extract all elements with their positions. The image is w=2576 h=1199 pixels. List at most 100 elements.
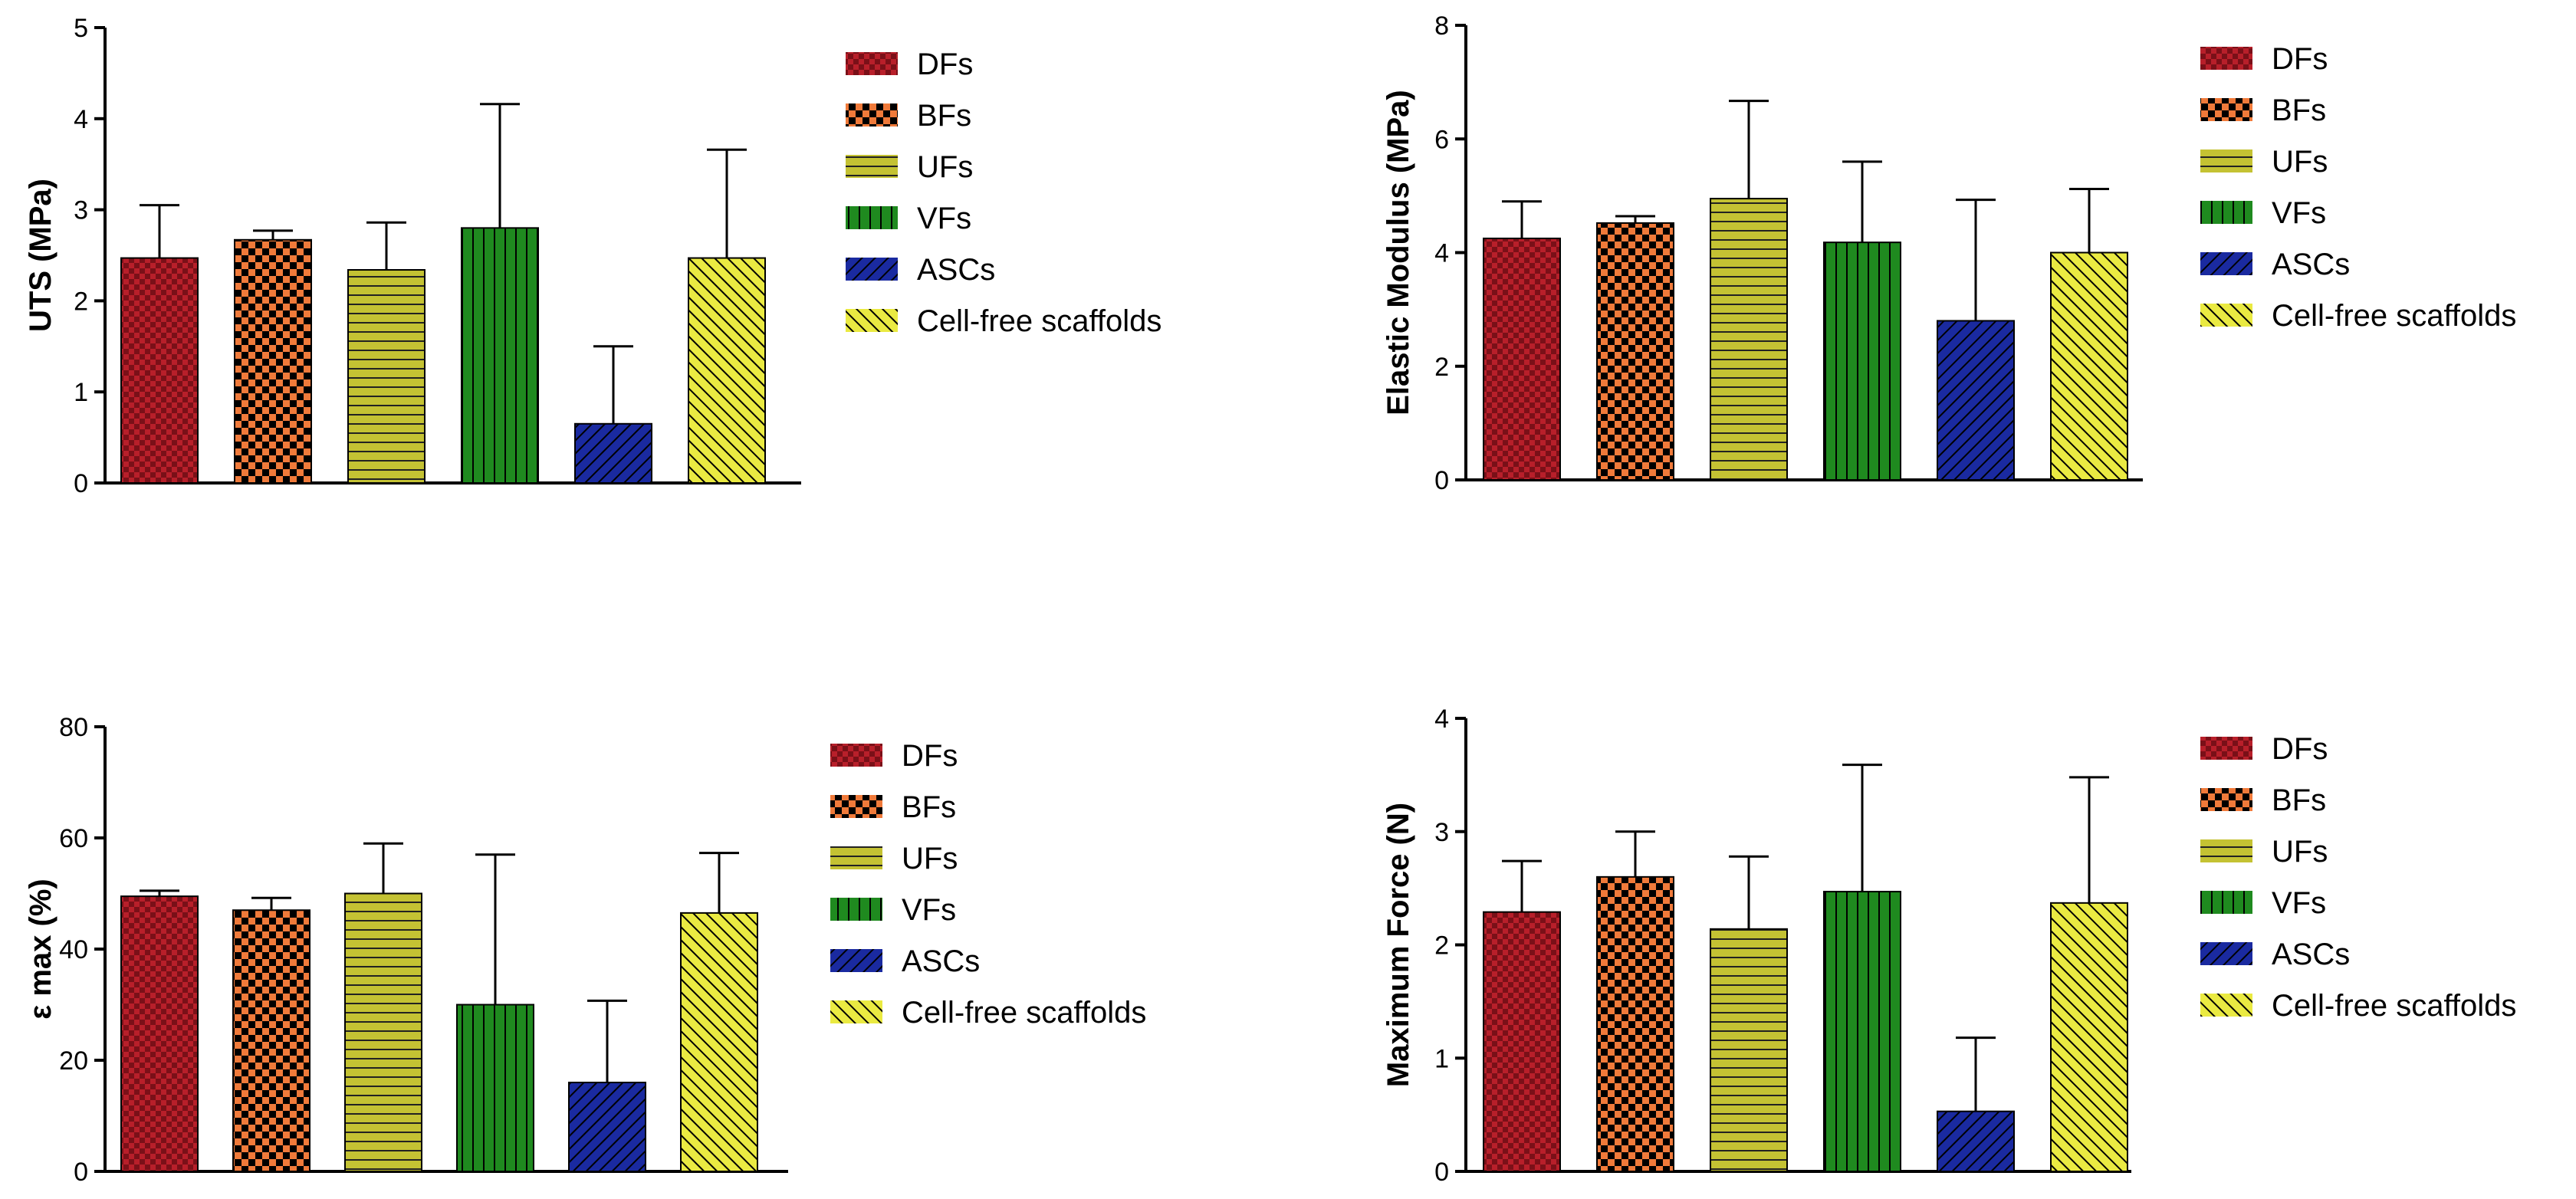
legend-label: ASCs [917, 253, 995, 287]
legend-swatch [2200, 942, 2252, 965]
bar-dfs [1483, 911, 1561, 1172]
legend-swatch [2200, 737, 2252, 760]
y-tick-label: 40 [59, 935, 88, 964]
y-tick-label: 0 [1434, 466, 1449, 495]
y-tick-label: 4 [74, 105, 88, 134]
legend-swatch [2200, 98, 2252, 121]
bar-vfs [456, 1004, 534, 1172]
legend-swatch [2200, 839, 2252, 862]
legend-swatch [2200, 304, 2252, 327]
legend-swatch [830, 949, 882, 972]
y-tick-label: 2 [74, 287, 88, 316]
y-tick-label: 2 [1434, 931, 1449, 961]
y-tick-label: 1 [74, 378, 88, 407]
legend-label: VFs [2272, 886, 2326, 920]
y-tick-label: 4 [1434, 239, 1449, 268]
bar-bfs [1596, 222, 1674, 481]
bar-ascs [1937, 320, 2015, 481]
bar-ufs [344, 892, 422, 1172]
legend-label: VFs [2272, 196, 2326, 230]
bar-ascs [574, 422, 652, 485]
legend-swatch [2200, 891, 2252, 914]
y-tick-label: 0 [74, 1158, 88, 1187]
bar-ascs [1937, 1110, 2015, 1173]
legend-swatch [2200, 252, 2252, 275]
legend-swatch [2200, 149, 2252, 172]
legend-label: Cell-free scaffolds [2272, 989, 2516, 1023]
legend-swatch [830, 744, 882, 767]
legend-label: DFs [902, 739, 958, 773]
legend-label: ASCs [2272, 938, 2350, 971]
legend-label: DFs [2272, 42, 2328, 76]
bar-bfs [234, 238, 312, 484]
y-tick-label: 20 [59, 1046, 88, 1076]
legend-swatch [830, 846, 882, 869]
y-tick-label: 3 [74, 196, 88, 225]
legend-swatch [2200, 994, 2252, 1017]
legend-swatch [846, 155, 898, 178]
legend-label: Cell-free scaffolds [2272, 299, 2516, 333]
legend-label: ASCs [902, 944, 980, 978]
legend-label: VFs [917, 202, 971, 235]
bar-ufs [1710, 198, 1788, 481]
chart-panel-2: 0 2 4 6 8 Elastic Modulus (MPa) DFs BFs UFs VFs AS… [1382, 11, 2516, 495]
bar-bfs [232, 909, 310, 1172]
legend-label: UFs [2272, 145, 2328, 179]
y-axis-label: ε max (%) [24, 879, 58, 1019]
legend-swatch [2200, 47, 2252, 70]
y-tick-label: 5 [74, 14, 88, 43]
bar-dfs [120, 895, 199, 1172]
y-axis-label: UTS (MPa) [24, 179, 58, 332]
y-tick-label: 60 [59, 824, 88, 853]
legend-label: DFs [2272, 732, 2328, 766]
chart-panel-1: 0 1 2 3 4 5 UTS (MPa) DFs BFs UFs VFs ASCs Cell-free… [24, 14, 1162, 498]
legend-label: BFs [917, 99, 971, 133]
y-tick-label: 4 [1434, 705, 1449, 734]
legend-swatch [830, 898, 882, 921]
bar-ufs [1710, 928, 1788, 1172]
legend-label: Cell-free scaffolds [902, 996, 1146, 1030]
bar-cell-free-scaffolds [2050, 251, 2128, 481]
y-axis-label: Elastic Modulus (MPa) [1382, 90, 1415, 416]
legend-swatch [846, 52, 898, 75]
bar-vfs [1823, 241, 1901, 481]
bar-vfs [461, 227, 539, 484]
legend-label: UFs [902, 842, 958, 875]
legend-swatch [846, 258, 898, 281]
y-tick-label: 8 [1434, 11, 1449, 41]
legend-swatch [2200, 201, 2252, 224]
y-tick-label: 1 [1434, 1044, 1449, 1073]
y-tick-label: 0 [74, 469, 88, 498]
chart-panel-3: 0 20 40 60 80 ε max (%) DFs BFs UFs VFs ASCs Cell-f… [24, 713, 1146, 1187]
bar-cell-free-scaffolds [2050, 902, 2128, 1173]
legend-swatch [846, 103, 898, 126]
legend-swatch [830, 1000, 882, 1023]
y-tick-label: 2 [1434, 353, 1449, 382]
legend-label: DFs [917, 48, 973, 81]
bar-dfs [1483, 237, 1561, 481]
legend-label: UFs [917, 150, 973, 184]
legend-swatch [2200, 788, 2252, 811]
legend-label: BFs [902, 790, 956, 824]
bar-bfs [1596, 875, 1674, 1172]
legend-swatch [830, 795, 882, 818]
y-tick-label: 3 [1434, 818, 1449, 847]
legend-label: VFs [902, 893, 956, 927]
legend-swatch [846, 309, 898, 332]
y-tick-label: 0 [1434, 1158, 1449, 1187]
bar-ascs [568, 1082, 646, 1172]
bar-vfs [1823, 891, 1901, 1172]
y-axis-label: Maximum Force (N) [1382, 803, 1415, 1087]
legend-label: ASCs [2272, 248, 2350, 281]
bar-ufs [347, 269, 426, 484]
bar-cell-free-scaffolds [680, 912, 758, 1172]
legend-swatch [846, 206, 898, 229]
legend-label: BFs [2272, 94, 2326, 127]
y-tick-label: 6 [1434, 125, 1449, 154]
chart-panel-4: 0 1 2 3 4 Maximum Force (N) DFs BFs UFs VFs ASCs Ce… [1382, 705, 2516, 1187]
legend-label: BFs [2272, 783, 2326, 817]
legend-label: UFs [2272, 835, 2328, 869]
bar-dfs [120, 257, 199, 484]
legend-label: Cell-free scaffolds [917, 304, 1162, 338]
